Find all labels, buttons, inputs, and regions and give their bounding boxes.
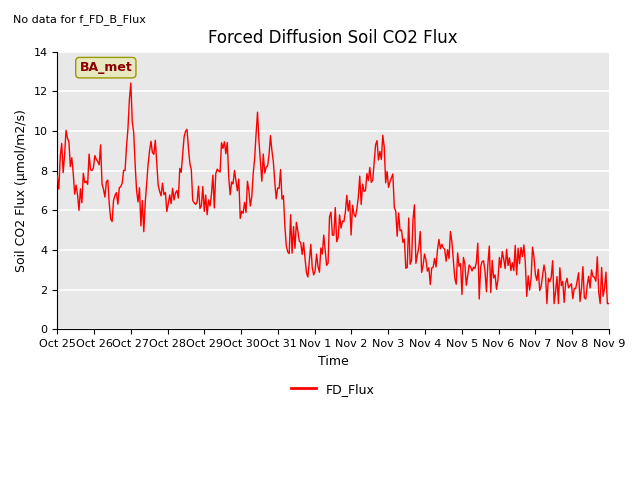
Legend: FD_Flux: FD_Flux: [286, 378, 380, 401]
Text: No data for f_FD_B_Flux: No data for f_FD_B_Flux: [13, 14, 146, 25]
Title: Forced Diffusion Soil CO2 Flux: Forced Diffusion Soil CO2 Flux: [208, 29, 458, 48]
Text: BA_met: BA_met: [79, 61, 132, 74]
Y-axis label: Soil CO2 Flux (μmol/m2/s): Soil CO2 Flux (μmol/m2/s): [15, 109, 28, 272]
X-axis label: Time: Time: [317, 355, 349, 368]
